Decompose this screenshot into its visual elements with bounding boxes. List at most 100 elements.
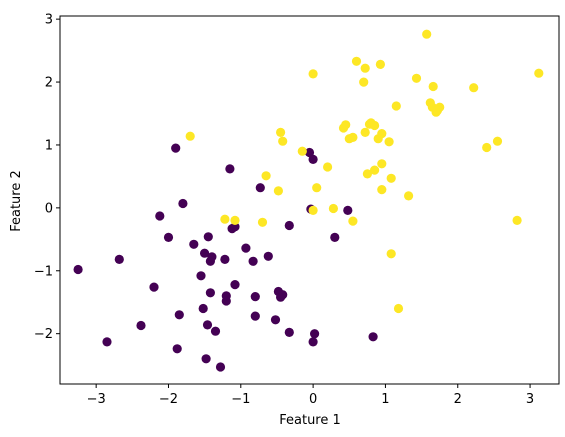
data-point bbox=[492, 136, 503, 146]
data-point bbox=[297, 146, 307, 156]
y-tick-label: 2 bbox=[45, 76, 53, 91]
data-point bbox=[257, 217, 268, 227]
data-point bbox=[411, 73, 422, 83]
data-point bbox=[386, 249, 396, 259]
data-point bbox=[250, 292, 260, 302]
data-point bbox=[512, 215, 522, 225]
data-point bbox=[308, 69, 318, 79]
data-point bbox=[360, 127, 370, 137]
x-axis-label: Feature 1 bbox=[279, 413, 341, 428]
data-point bbox=[375, 59, 385, 69]
data-point bbox=[250, 311, 260, 321]
data-point bbox=[323, 162, 333, 172]
ticks-layer: −3 −2 −1 0 1 2 3 −2 −1 0 1 2 3 bbox=[34, 13, 534, 407]
x-tick-label: 1 bbox=[381, 392, 389, 407]
data-point bbox=[393, 303, 404, 314]
y-axis-label: Feature 2 bbox=[9, 170, 24, 232]
data-point bbox=[377, 159, 387, 169]
data-point bbox=[210, 326, 221, 336]
data-point bbox=[276, 127, 286, 137]
data-point bbox=[220, 214, 230, 224]
data-point bbox=[230, 280, 240, 290]
data-point bbox=[362, 169, 372, 179]
x-tick-label: −3 bbox=[87, 392, 106, 407]
data-point bbox=[261, 171, 271, 181]
data-point bbox=[221, 291, 231, 301]
data-point bbox=[391, 101, 401, 111]
data-point bbox=[198, 303, 208, 314]
data-point bbox=[359, 77, 369, 87]
data-point bbox=[230, 215, 240, 225]
data-point bbox=[328, 203, 338, 214]
data-point bbox=[255, 183, 265, 193]
data-point bbox=[189, 239, 199, 249]
data-point bbox=[312, 183, 322, 193]
data-point bbox=[230, 222, 240, 232]
y-tick-label: −2 bbox=[34, 327, 53, 342]
data-point bbox=[351, 56, 362, 66]
data-point bbox=[534, 68, 544, 78]
data-point bbox=[428, 81, 438, 92]
data-point bbox=[241, 243, 251, 253]
data-point bbox=[201, 354, 211, 364]
data-point bbox=[377, 185, 387, 195]
points-layer bbox=[73, 29, 544, 372]
data-point bbox=[185, 131, 195, 141]
data-point bbox=[114, 254, 124, 264]
data-point bbox=[368, 332, 378, 342]
data-point bbox=[207, 252, 217, 262]
data-point bbox=[205, 288, 215, 298]
data-point bbox=[174, 310, 184, 320]
data-point bbox=[171, 143, 181, 153]
data-point bbox=[308, 205, 318, 215]
data-point bbox=[308, 154, 318, 164]
data-point bbox=[215, 362, 226, 372]
data-point bbox=[377, 129, 387, 139]
data-point bbox=[149, 282, 159, 292]
data-point bbox=[284, 220, 294, 231]
data-point bbox=[273, 186, 283, 196]
data-point bbox=[172, 344, 182, 354]
data-point bbox=[248, 256, 258, 266]
data-point bbox=[435, 102, 445, 112]
data-point bbox=[225, 164, 235, 174]
data-point bbox=[196, 271, 206, 281]
data-point bbox=[348, 216, 358, 226]
y-tick-label: 0 bbox=[45, 201, 53, 216]
data-point bbox=[155, 211, 165, 221]
x-tick-label: 2 bbox=[454, 392, 462, 407]
data-point bbox=[278, 136, 288, 146]
data-point bbox=[178, 198, 188, 209]
data-point bbox=[404, 191, 414, 201]
data-point bbox=[203, 232, 213, 242]
data-point bbox=[284, 327, 294, 337]
y-tick-label: 1 bbox=[45, 138, 53, 153]
data-point bbox=[370, 165, 380, 175]
data-point bbox=[310, 329, 320, 339]
y-tick-label: −1 bbox=[34, 264, 53, 279]
data-point bbox=[163, 232, 174, 242]
x-tick-label: 0 bbox=[309, 392, 317, 407]
data-point bbox=[102, 337, 112, 347]
data-point bbox=[341, 120, 351, 130]
data-point bbox=[386, 173, 396, 183]
data-point bbox=[360, 63, 370, 73]
data-point bbox=[308, 337, 318, 347]
data-point bbox=[422, 29, 432, 39]
data-point bbox=[220, 254, 230, 264]
x-tick-label: −2 bbox=[159, 392, 178, 407]
data-point bbox=[73, 264, 83, 275]
data-point bbox=[202, 320, 213, 330]
data-point bbox=[263, 251, 273, 261]
y-tick-label: 3 bbox=[45, 13, 53, 28]
data-point bbox=[469, 83, 479, 93]
data-point bbox=[343, 205, 353, 215]
data-point bbox=[348, 132, 358, 142]
data-point bbox=[278, 290, 288, 300]
data-point bbox=[270, 315, 281, 325]
axes-layer bbox=[59, 15, 560, 385]
data-point bbox=[136, 320, 146, 331]
data-point bbox=[370, 120, 380, 131]
data-point bbox=[384, 137, 394, 147]
